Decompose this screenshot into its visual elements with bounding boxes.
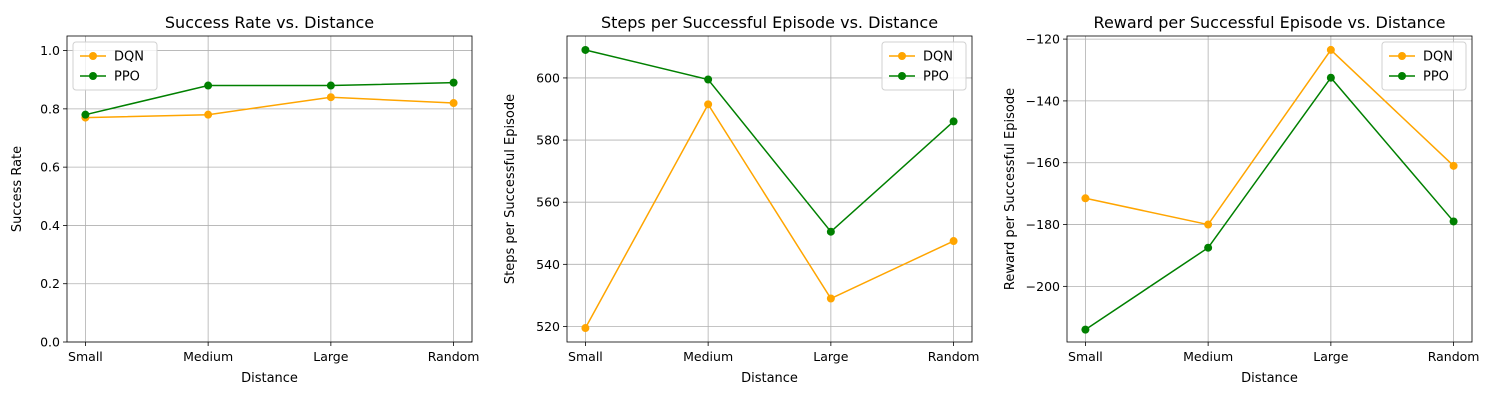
x-tick-label: Large xyxy=(313,349,348,364)
y-tick-label: 0.6 xyxy=(40,160,60,175)
y-tick-label: 0.2 xyxy=(40,276,60,291)
y-axis-label: Steps per Successful Episode xyxy=(503,94,518,284)
y-tick-label: 0.8 xyxy=(40,101,60,116)
legend-label: PPO xyxy=(923,70,949,85)
series-line-ppo xyxy=(85,81,454,116)
data-point-dqn xyxy=(1204,220,1213,229)
y-tick-label: −200 xyxy=(1026,279,1060,294)
y-tick-label: 0.0 xyxy=(40,335,60,350)
legend-label: PPO xyxy=(114,70,140,85)
series-line-ppo xyxy=(1084,76,1455,331)
x-tick-label: Large xyxy=(1313,349,1348,364)
chart-title: Reward per Successful Episode vs. Distan… xyxy=(1094,13,1446,32)
x-tick-label: Large xyxy=(813,349,848,364)
x-tick-label: Medium xyxy=(1183,349,1233,364)
chart-panel-2: Small Medium Large Random 520 540 560 580 600 Ste… xyxy=(503,13,979,386)
y-tick-label: 600 xyxy=(536,70,560,85)
x-axis-label: Distance xyxy=(741,371,798,386)
legend-swatch-marker xyxy=(89,72,97,80)
y-tick-label: 540 xyxy=(536,257,560,272)
legend-label: DQN xyxy=(923,50,953,65)
data-point-dqn xyxy=(326,93,335,102)
data-point-ppo xyxy=(1081,325,1090,334)
data-point-ppo xyxy=(204,81,213,90)
legend: DQN PPO xyxy=(72,41,158,91)
legend-swatch-marker xyxy=(1398,72,1406,80)
data-point-ppo xyxy=(81,110,90,119)
legend-swatch-marker xyxy=(1398,52,1406,60)
y-tick-label: 1.0 xyxy=(40,43,60,58)
chart-panel-1: Small Medium Large Random 0.0 0.2 0.4 0.6 0.8 1.0… xyxy=(10,13,479,386)
data-point-dqn xyxy=(1449,161,1458,170)
data-point-ppo xyxy=(1326,73,1335,82)
data-point-dqn xyxy=(1326,45,1335,54)
x-tick-label: Medium xyxy=(683,349,733,364)
legend-swatch-marker xyxy=(89,52,97,60)
legend: DQN PPO xyxy=(881,41,967,91)
data-point-ppo xyxy=(581,45,590,54)
series-line-ppo xyxy=(585,49,955,233)
x-tick-label: Small xyxy=(68,349,103,364)
data-point-dqn xyxy=(949,237,958,246)
data-point-dqn xyxy=(204,110,213,119)
chart-title: Steps per Successful Episode vs. Distanc… xyxy=(601,13,938,32)
x-tick-label: Random xyxy=(428,349,480,364)
x-tick-label: Medium xyxy=(183,349,233,364)
legend: DQN PPO xyxy=(1381,41,1467,91)
series-line-dqn xyxy=(1085,48,1455,226)
data-point-dqn xyxy=(704,100,713,109)
plot-frame xyxy=(1066,35,1473,343)
series-line-dqn xyxy=(584,102,954,329)
y-axis-label: Reward per Successful Episode xyxy=(1003,88,1018,290)
y-tick-label: −160 xyxy=(1026,155,1060,170)
data-point-dqn xyxy=(826,294,835,303)
data-point-ppo xyxy=(326,81,335,90)
data-point-dqn xyxy=(1081,194,1090,203)
y-axis-label: Success Rate xyxy=(10,146,25,232)
chart-panel-3: Small Medium Large Random −200 −180 −160 −140 −1… xyxy=(1003,13,1479,386)
y-tick-label: −180 xyxy=(1026,217,1060,232)
y-tick-label: 0.4 xyxy=(40,218,60,233)
legend-label: DQN xyxy=(1423,50,1453,65)
y-tick-label: −120 xyxy=(1026,32,1060,47)
legend-label: PPO xyxy=(1423,70,1449,85)
plot-frame xyxy=(566,35,973,343)
y-tick-label: 580 xyxy=(536,133,560,148)
y-tick-label: 520 xyxy=(536,319,560,334)
x-tick-label: Random xyxy=(928,349,980,364)
data-point-ppo xyxy=(1449,217,1458,226)
data-point-ppo xyxy=(949,117,958,126)
x-tick-label: Small xyxy=(1068,349,1103,364)
chart-title: Success Rate vs. Distance xyxy=(165,13,374,32)
legend-label: DQN xyxy=(114,50,144,65)
data-point-dqn xyxy=(449,99,458,108)
y-tick-label: −140 xyxy=(1026,93,1060,108)
legend-swatch-marker xyxy=(898,52,906,60)
data-point-ppo xyxy=(1204,243,1213,252)
series-line-dqn xyxy=(85,96,454,119)
y-tick-label: 560 xyxy=(536,195,560,210)
legend-swatch-marker xyxy=(898,72,906,80)
data-point-ppo xyxy=(826,227,835,236)
x-axis-label: Distance xyxy=(241,371,298,386)
x-axis-label: Distance xyxy=(1241,371,1298,386)
plot-frame xyxy=(66,35,473,343)
data-point-ppo xyxy=(704,75,713,84)
x-tick-label: Small xyxy=(568,349,603,364)
x-tick-label: Random xyxy=(1428,349,1480,364)
data-point-ppo xyxy=(449,78,458,87)
data-point-dqn xyxy=(581,324,590,333)
